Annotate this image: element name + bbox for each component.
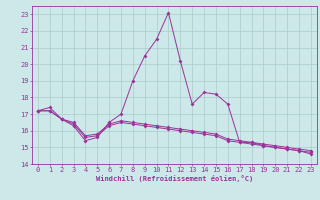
X-axis label: Windchill (Refroidissement éolien,°C): Windchill (Refroidissement éolien,°C) bbox=[96, 175, 253, 182]
